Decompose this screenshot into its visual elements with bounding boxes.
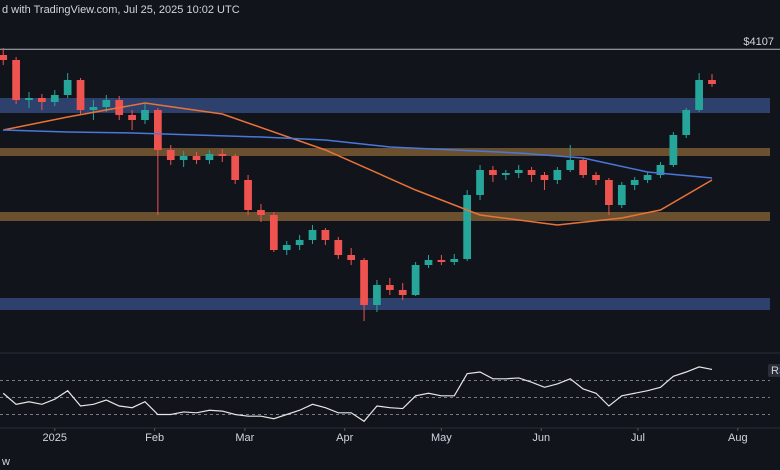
moving-average <box>3 129 713 179</box>
candle-body <box>553 170 562 180</box>
candle-body <box>141 110 149 120</box>
candle-body <box>38 98 46 102</box>
rsi-line <box>2 366 713 423</box>
x-tick-label: Aug <box>728 432 748 444</box>
candle-body <box>179 156 188 160</box>
level-label: $4107 <box>743 36 774 48</box>
candle-body <box>295 240 304 245</box>
header: d with TradingView.com, Jul 25, 2025 10:… <box>2 4 240 16</box>
candle-body <box>63 80 72 95</box>
candle-body <box>669 135 678 165</box>
candle-body <box>424 260 433 265</box>
zone <box>0 148 770 156</box>
candle-body <box>489 170 497 175</box>
x-tick-label: 2025 <box>43 432 67 444</box>
candle-body <box>308 230 317 240</box>
candle-body <box>579 160 588 175</box>
candle-body <box>218 154 227 156</box>
footer: w <box>1 456 10 468</box>
candle-body <box>385 285 394 290</box>
candle-body <box>540 175 549 180</box>
x-tick-label: Mar <box>235 432 254 444</box>
candle-body <box>128 115 136 120</box>
candle-body <box>257 210 265 215</box>
candle-body <box>76 80 85 110</box>
candle-body <box>514 170 523 173</box>
candle-body <box>592 175 600 180</box>
candle-body <box>617 185 626 205</box>
candle-body <box>360 260 368 305</box>
x-tick-label: Apr <box>336 432 353 444</box>
candle-body <box>527 170 536 175</box>
candle-body <box>321 230 330 240</box>
candle-body <box>501 173 510 175</box>
candle-body <box>463 195 472 259</box>
candle-body <box>347 255 356 260</box>
candle-body <box>205 154 214 160</box>
x-tick-label: Feb <box>145 432 164 444</box>
candle-body <box>269 215 278 250</box>
candle-body <box>12 60 20 100</box>
candle-body <box>643 175 652 180</box>
candle-body <box>437 260 446 262</box>
candle-body <box>605 180 613 205</box>
zone <box>0 298 770 310</box>
candle-body <box>0 55 8 60</box>
candle-body <box>656 165 665 175</box>
candle-body <box>334 240 343 255</box>
candle-body <box>89 107 98 110</box>
candle-body <box>192 156 201 160</box>
rsi-label-bg <box>768 364 780 377</box>
candle-body <box>450 259 459 262</box>
candle-body <box>25 98 33 100</box>
zone <box>0 212 770 221</box>
candle-body <box>566 160 575 170</box>
candle-body <box>411 265 420 295</box>
candle-body <box>231 156 240 180</box>
x-tick-label: Jul <box>631 432 645 444</box>
candle-body <box>282 245 291 250</box>
candle-body <box>102 100 111 107</box>
candle-body <box>166 150 175 160</box>
moving-average <box>3 102 713 226</box>
candle-body <box>398 290 407 295</box>
candle-body <box>695 80 703 110</box>
candle-body <box>373 285 381 305</box>
candle-body <box>244 180 252 210</box>
x-tick-label: Jun <box>532 432 550 444</box>
candle-body <box>682 110 691 135</box>
candle-body <box>708 80 716 84</box>
x-tick-label: May <box>431 432 452 444</box>
candle-body <box>50 95 59 102</box>
candle-body <box>630 180 639 185</box>
candle-body <box>476 170 484 195</box>
candle-body <box>154 110 162 150</box>
rsi-label: RS <box>771 365 780 377</box>
